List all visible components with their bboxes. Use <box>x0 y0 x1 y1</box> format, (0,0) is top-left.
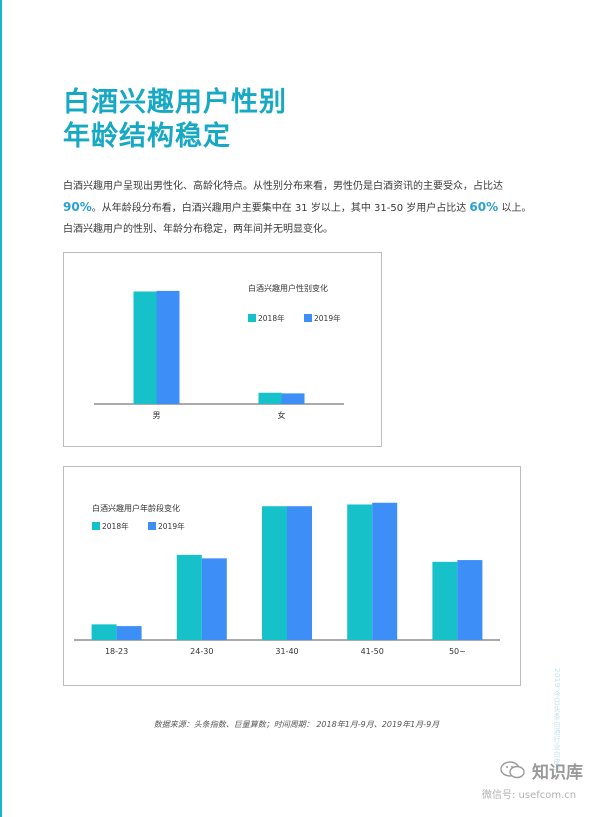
bar-0-3 <box>347 504 373 640</box>
bar-1-4 <box>457 560 483 640</box>
bar-0-0 <box>91 624 117 640</box>
title-line-2: 年龄结构稳定 <box>63 121 231 152</box>
bar-1-3 <box>372 502 398 640</box>
bar-1-0 <box>116 626 142 640</box>
watermark-id: 微信号: usefcom.cn <box>482 790 577 801</box>
bar-0-0 <box>133 291 157 404</box>
x-tick-label: 31-40 <box>275 647 298 656</box>
x-tick-label: 女 <box>278 410 286 420</box>
bar-1-1 <box>281 393 305 404</box>
legend-label-1: 2019年 <box>314 313 341 323</box>
legend-swatch-0 <box>92 522 100 530</box>
report-side-label: 2019 今日头条白酒行业白皮书 <box>553 668 561 774</box>
x-tick-label: 18-23 <box>105 647 128 656</box>
chart-title: 白酒兴趣用户年龄段变化 <box>92 503 180 513</box>
legend-swatch-1 <box>148 522 156 530</box>
page-title: 白酒兴趣用户性别 年龄结构稳定 <box>63 86 287 154</box>
x-tick-label: 50~ <box>449 647 466 656</box>
legend-label-1: 2019年 <box>158 521 185 531</box>
legend-label-0: 2018年 <box>102 521 129 531</box>
bar-0-4 <box>432 561 458 640</box>
summary-text-3: 以上。白酒兴趣用户的性别、年龄分布稳定，两年间并无明显变化。 <box>63 203 532 235</box>
bar-1-2 <box>287 506 312 640</box>
bar-1-0 <box>156 290 180 404</box>
legend-swatch-0 <box>248 314 256 322</box>
x-tick-label: 男 <box>153 411 161 420</box>
gender-chart-card: 白酒兴趣用户性别变化 2018年 2019年男 女 <box>63 252 382 447</box>
legend-label-0: 2018年 <box>258 313 285 323</box>
bar-0-1 <box>176 554 202 640</box>
chart-title: 白酒兴趣用户性别变化 <box>248 283 328 293</box>
highlight-male-share: 90% <box>63 200 92 214</box>
summary-paragraph: 白酒兴趣用户呈现出男性化、高龄化特点。从性别分布来看，男性仍是白酒资讯的主要受众… <box>63 176 533 240</box>
age-chart: 白酒兴趣用户年龄段变化 2018年 2019年 18-23 24-30 31-40 41-5… <box>74 502 500 656</box>
summary-text-1: 白酒兴趣用户呈现出男性化、高龄化特点。从性别分布来看，男性仍是白酒资讯的主要受众… <box>63 181 503 192</box>
bar-1-1 <box>201 558 227 640</box>
title-line-1: 白酒兴趣用户性别 <box>63 87 287 118</box>
highlight-age-share: 60% <box>469 200 499 214</box>
data-source-note: 数据来源：头条指数、巨量算数；时间周期： 2018年1月-9月、2019年1月-… <box>153 720 440 729</box>
age-chart-card: 白酒兴趣用户年龄段变化 2018年 2019年 18-23 24-30 31-40 41-5… <box>63 466 521 686</box>
summary-text-2: 。从年龄段分布看，白酒兴趣用户主要集中在 31 岁以上，其中 31-50 岁用户… <box>91 203 470 214</box>
left-accent-line <box>0 0 2 817</box>
watermark: 知识库 微信号: usefcom.cn <box>482 756 590 806</box>
watermark-name: 知识库 <box>532 763 583 783</box>
x-tick-label: 41-50 <box>361 647 384 656</box>
x-tick-label: 24-30 <box>190 647 213 656</box>
bar-0-2 <box>262 506 287 640</box>
bar-0-1 <box>258 392 282 404</box>
legend-swatch-1 <box>304 314 312 322</box>
wechat-icon <box>500 761 525 779</box>
